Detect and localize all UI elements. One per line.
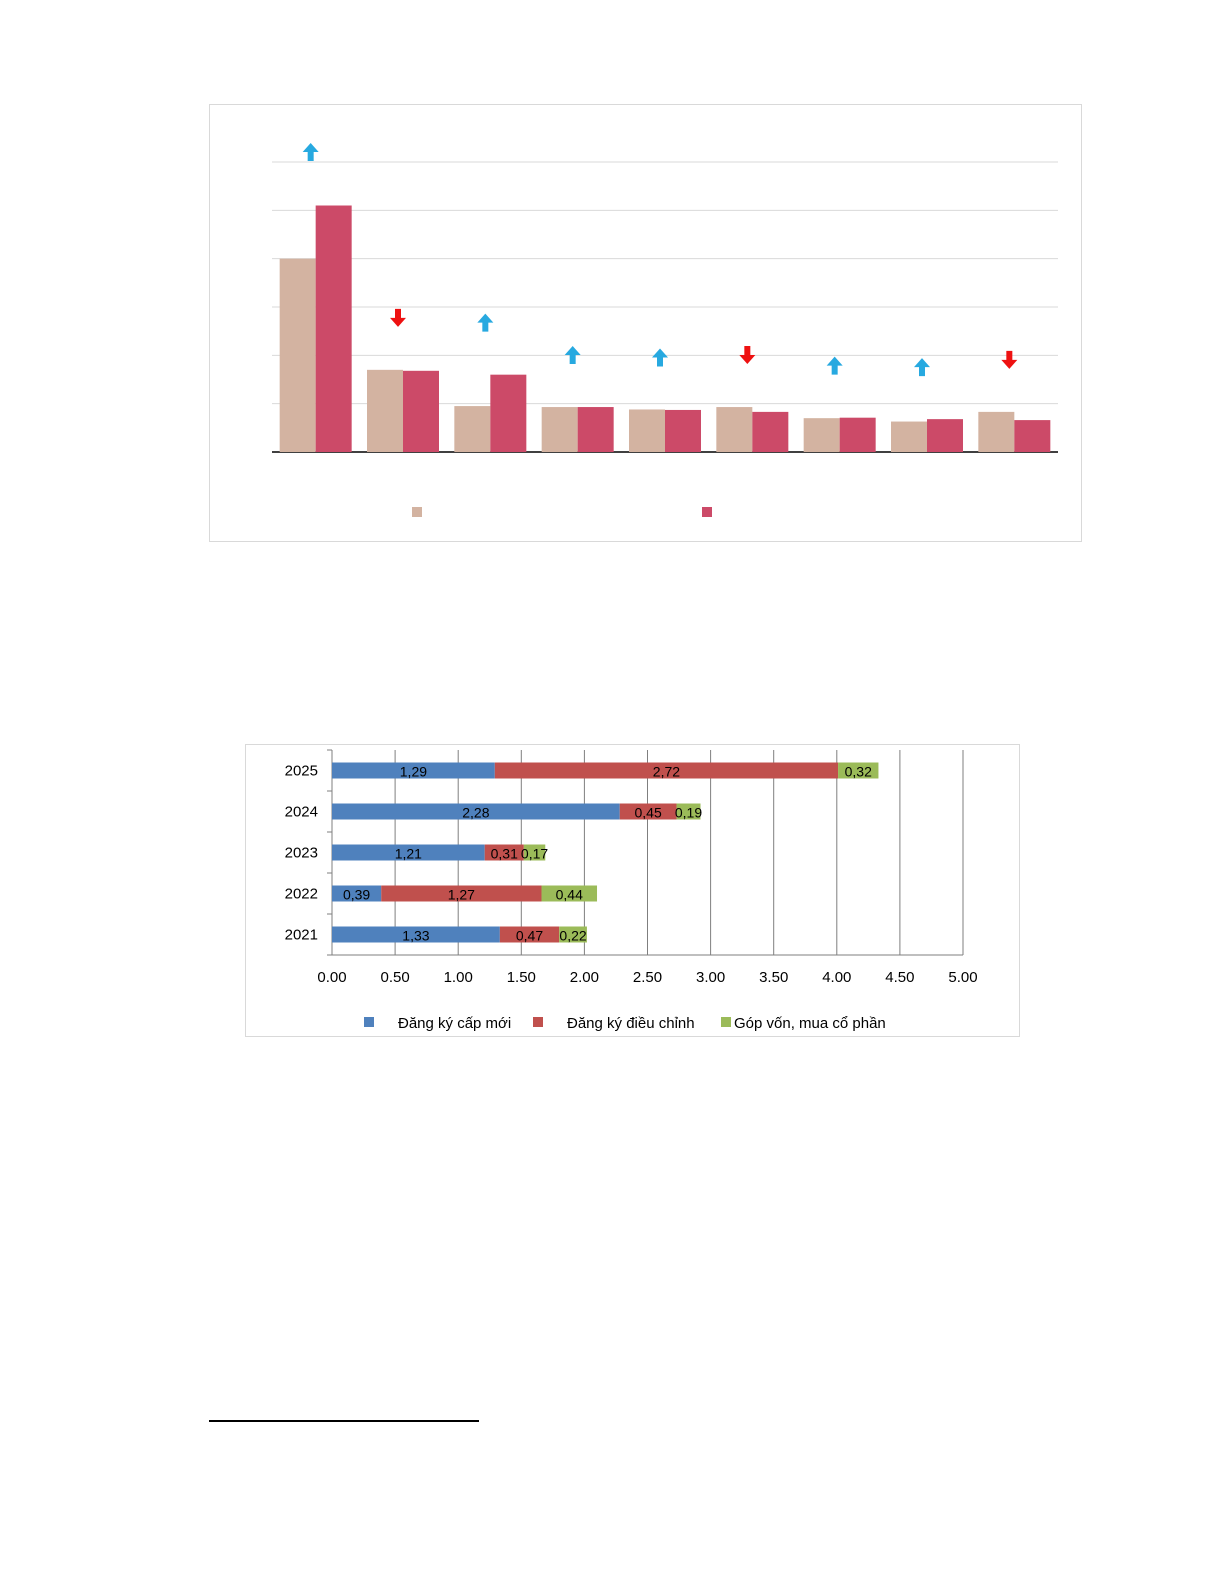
bar-segment xyxy=(494,762,839,779)
y-category-label: 2021 xyxy=(285,927,318,944)
legend-swatch xyxy=(533,1017,543,1027)
data-label: 1,29 xyxy=(400,764,427,780)
data-label: 0,47 xyxy=(516,928,543,944)
arrow-shape xyxy=(477,313,494,332)
bar-segment xyxy=(559,926,587,943)
trend-up-arrow-icon xyxy=(302,143,319,161)
data-label: 0,19 xyxy=(675,805,702,821)
bar-segment xyxy=(381,885,542,902)
trend-down-arrow-icon xyxy=(1001,350,1018,369)
data-label: 0,39 xyxy=(343,887,370,903)
data-label: 1,27 xyxy=(448,887,475,903)
trend-up-arrow-icon xyxy=(914,358,930,377)
x-tick-label: 3.00 xyxy=(696,969,725,986)
bar-series2-9 xyxy=(1014,420,1051,452)
bar-series2-8 xyxy=(927,419,963,452)
trend-up-arrow-icon xyxy=(826,356,843,375)
data-label: 0,32 xyxy=(845,764,872,780)
x-tick-label: 1.00 xyxy=(444,969,473,986)
trend-up-arrow-icon xyxy=(564,346,581,365)
bar-series2-4 xyxy=(577,407,614,452)
legend-swatch xyxy=(721,1017,731,1027)
stacked-capital-chart-svg: 0.00 0.50 1.00 1.50 2.00 2.50 3.00 3.50 4.00 4.50… xyxy=(285,749,978,1032)
bar-segment xyxy=(332,885,382,902)
y-category-label: 2025 xyxy=(285,763,318,780)
data-label: 0,45 xyxy=(635,805,662,821)
bar-series1-8 xyxy=(891,421,927,452)
stacked-capital-chart: 0.00 0.50 1.00 1.50 2.00 2.50 3.00 3.50 4.00 4.50… xyxy=(245,744,1020,1037)
x-tick-label: 2.50 xyxy=(633,969,662,986)
bar-series2-7 xyxy=(839,417,876,452)
legend-label: Đăng ký điều chỉnh xyxy=(567,1015,695,1032)
arrow-shape xyxy=(564,346,581,365)
bar-series2-5 xyxy=(665,409,701,452)
bar-series1-1 xyxy=(279,258,316,452)
bar-series2-2 xyxy=(403,370,439,452)
bar-segment xyxy=(541,885,598,902)
x-tick-label: 0.50 xyxy=(380,969,409,986)
y-category-label: 2022 xyxy=(285,886,318,903)
legend-swatch-series2 xyxy=(702,507,712,517)
arrow-shape xyxy=(739,346,756,365)
data-label: 1,21 xyxy=(395,846,422,862)
bar-segment xyxy=(523,844,546,861)
arrow-shape xyxy=(1001,350,1018,369)
x-tick-label: 2.00 xyxy=(570,969,599,986)
arrow-shape xyxy=(914,358,930,377)
data-label: 0,22 xyxy=(559,928,586,944)
legend-swatch xyxy=(364,1017,374,1027)
bar-segment xyxy=(332,803,620,820)
arrow-shape xyxy=(652,348,668,367)
data-label: 0,31 xyxy=(491,846,518,862)
legend-label: Góp vốn, mua cổ phần xyxy=(734,1015,886,1032)
arrow-shape xyxy=(390,308,406,327)
data-label: 0,44 xyxy=(556,887,583,903)
bar-series2-6 xyxy=(752,411,789,452)
bar-segment xyxy=(676,803,701,820)
y-category-label: 2023 xyxy=(285,845,318,862)
bar-series1-2 xyxy=(367,369,403,452)
bar-series1-4 xyxy=(541,407,578,452)
arrow-shape xyxy=(302,143,319,161)
arrow-shape xyxy=(826,356,843,375)
bar-segment xyxy=(332,926,500,943)
bar-series1-7 xyxy=(803,418,840,452)
trend-down-arrow-icon xyxy=(739,346,756,365)
x-tick-label: 4.00 xyxy=(822,969,851,986)
bar-segment xyxy=(332,762,495,779)
x-tick-label: 3.50 xyxy=(759,969,788,986)
y-category-label: 2024 xyxy=(285,804,318,821)
bar-series1-9 xyxy=(978,411,1015,452)
legend-swatch-series1 xyxy=(412,507,422,517)
bar-series2-1 xyxy=(315,205,352,452)
bar-series1-6 xyxy=(716,407,753,452)
bar-segment xyxy=(838,762,879,779)
comparison-bar-chart-svg xyxy=(272,143,1058,517)
x-tick-label: 5.00 xyxy=(948,969,977,986)
footnote-separator xyxy=(209,1420,479,1422)
trend-up-arrow-icon xyxy=(477,313,494,332)
trend-down-arrow-icon xyxy=(390,308,406,327)
data-label: 2,28 xyxy=(462,805,489,821)
bar-segment xyxy=(619,803,677,820)
data-label: 1,33 xyxy=(402,928,429,944)
x-tick-label: 0.00 xyxy=(317,969,346,986)
trend-up-arrow-icon xyxy=(652,348,668,367)
comparison-bar-chart xyxy=(209,104,1082,542)
legend-label: Đăng ký cấp mới xyxy=(398,1015,511,1032)
bar-series1-3 xyxy=(454,406,491,452)
bar-series1-5 xyxy=(629,409,665,452)
bar-series2-3 xyxy=(490,374,527,452)
data-label: 2,72 xyxy=(653,764,680,780)
x-tick-label: 1.50 xyxy=(507,969,536,986)
bar-segment xyxy=(499,926,560,943)
bar-segment xyxy=(484,844,524,861)
bar-segment xyxy=(332,844,485,861)
data-label: 0,17 xyxy=(521,846,548,862)
x-tick-label: 4.50 xyxy=(885,969,914,986)
